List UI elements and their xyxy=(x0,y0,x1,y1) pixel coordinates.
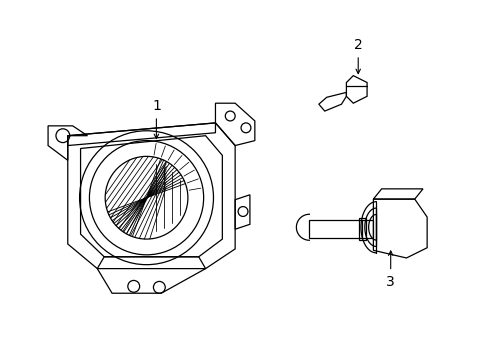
Text: 2: 2 xyxy=(353,38,362,52)
Text: 1: 1 xyxy=(152,99,161,113)
Text: 3: 3 xyxy=(386,275,394,289)
